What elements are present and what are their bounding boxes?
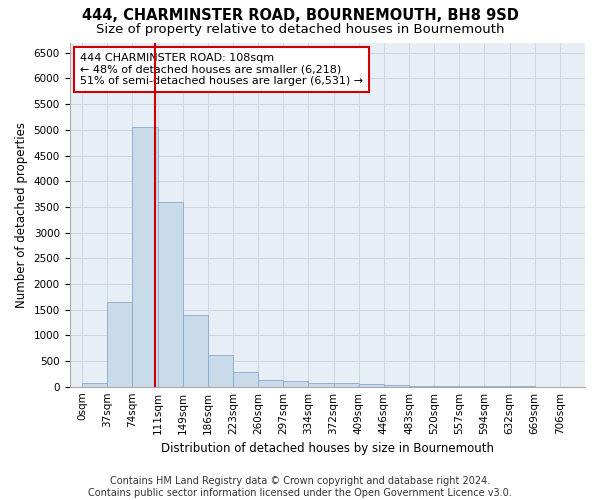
Bar <box>82 383 107 386</box>
Bar <box>308 382 334 386</box>
Text: 444 CHARMINSTER ROAD: 108sqm
← 48% of detached houses are smaller (6,218)
51% of: 444 CHARMINSTER ROAD: 108sqm ← 48% of de… <box>80 53 363 86</box>
Bar <box>334 384 359 386</box>
Bar <box>107 302 133 386</box>
Text: 444, CHARMINSTER ROAD, BOURNEMOUTH, BH8 9SD: 444, CHARMINSTER ROAD, BOURNEMOUTH, BH8 … <box>82 8 518 22</box>
Text: Size of property relative to detached houses in Bournemouth: Size of property relative to detached ho… <box>96 22 504 36</box>
X-axis label: Distribution of detached houses by size in Bournemouth: Distribution of detached houses by size … <box>161 442 494 455</box>
Bar <box>233 372 258 386</box>
Y-axis label: Number of detached properties: Number of detached properties <box>15 122 28 308</box>
Text: Contains HM Land Registry data © Crown copyright and database right 2024.
Contai: Contains HM Land Registry data © Crown c… <box>88 476 512 498</box>
Bar <box>133 128 158 386</box>
Bar <box>283 380 308 386</box>
Bar <box>258 380 283 386</box>
Bar <box>208 355 233 386</box>
Bar <box>359 384 384 386</box>
Bar <box>158 202 182 386</box>
Bar <box>384 385 409 386</box>
Bar <box>182 315 208 386</box>
